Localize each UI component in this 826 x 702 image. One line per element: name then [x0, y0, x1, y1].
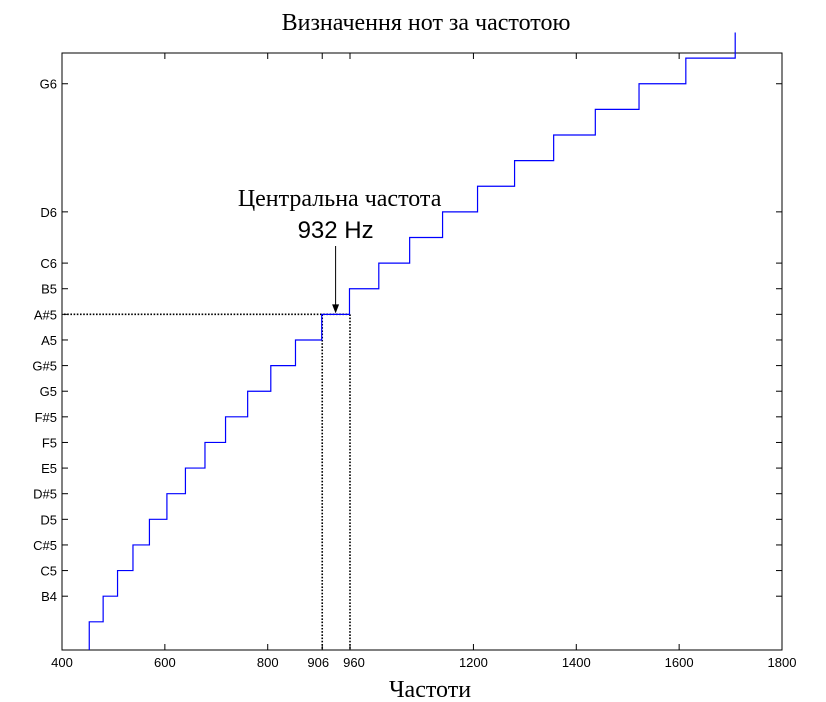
y-tick-label: A5: [41, 333, 57, 348]
y-tick-label: F5: [42, 435, 57, 450]
x-tick-label: 1400: [562, 655, 591, 670]
y-tick-label: C5: [40, 564, 57, 579]
y-tick-label: E5: [41, 461, 57, 476]
y-tick-label: A#5: [34, 307, 57, 322]
x-axis-label: Частоти: [389, 677, 471, 702]
annotation-label: Центральна частота: [238, 186, 442, 212]
x-tick-label: 1800: [768, 655, 797, 670]
y-tick-label: D#5: [33, 487, 57, 502]
x-tick-label: 1200: [459, 655, 488, 670]
y-tick-label: G#5: [32, 359, 57, 374]
x-tick-label: 960: [343, 655, 365, 670]
y-tick-label: C#5: [33, 538, 57, 553]
x-tick-label: 800: [257, 655, 279, 670]
step-series: [88, 32, 736, 650]
center-frequency-annotation: Центральна частота 932 Hz: [238, 186, 442, 314]
y-axis-ticks: B4 C5 C#5 D5 D#5 E5 F5 F#5 G5 G#5 A5 A#5 B5 C6 D6 G6: [32, 77, 782, 604]
x-tick-label: 906: [307, 655, 329, 670]
reference-lines: [64, 313, 351, 650]
y-tick-label: D5: [40, 512, 57, 527]
plot-area-frame: [61, 52, 783, 651]
y-tick-label: B4: [41, 589, 57, 604]
y-tick-label: D6: [40, 205, 57, 220]
x-tick-label: 400: [51, 655, 73, 670]
y-tick-label: F#5: [35, 410, 57, 425]
y-tick-label: C6: [40, 256, 57, 271]
series-line: [88, 32, 736, 650]
y-tick-label: G5: [40, 384, 57, 399]
x-axis-ticks: 400 600 800 906 960 1200 1400 1600 1800: [51, 53, 796, 670]
x-tick-label: 600: [154, 655, 176, 670]
y-tick-label: B5: [41, 282, 57, 297]
annotation-value: 932 Hz: [298, 217, 374, 244]
x-tick-label: 1600: [665, 655, 694, 670]
annotation-arrow-head: [332, 304, 340, 314]
y-tick-label: G6: [40, 77, 57, 92]
chart-title: Визначення нот за частотою: [282, 10, 571, 36]
